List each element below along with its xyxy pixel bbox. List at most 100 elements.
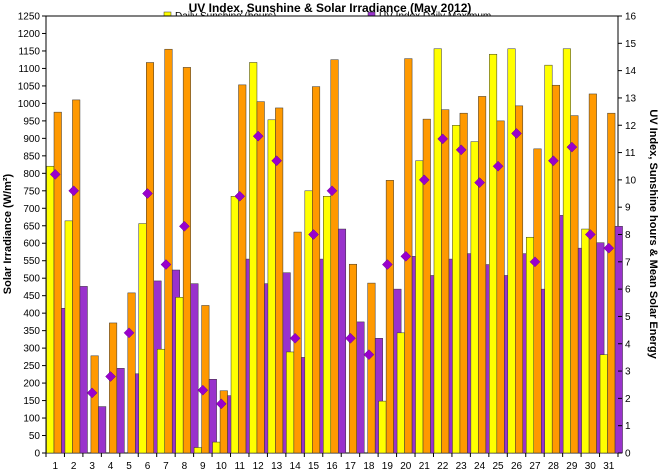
sunshine-bar <box>138 223 147 454</box>
x-axis: 1 2 3 4 5 6 7 8 9 10 11 12 13 14 15 16 17 18 19 20 21 22 23 24 2… <box>45 453 619 472</box>
right-tick-label: 8 <box>625 230 631 241</box>
sunshine-bar <box>599 354 608 454</box>
irradiance-bar <box>127 292 136 454</box>
irradiance-bar <box>533 148 542 454</box>
energy-point <box>382 259 393 270</box>
sunshine-bar <box>304 190 313 454</box>
energy-point <box>271 155 282 167</box>
uv-bar <box>116 368 125 454</box>
irradiance-bar <box>182 67 191 454</box>
irradiance-bar <box>385 180 394 454</box>
energy-point <box>363 349 375 361</box>
energy-point <box>142 188 153 199</box>
left-tick-label: 200 <box>23 379 40 390</box>
energy-point <box>492 160 504 172</box>
irradiance-bar <box>293 231 302 454</box>
left-tick-label: 250 <box>23 361 40 372</box>
right-tick-label: 13 <box>625 93 637 104</box>
irradiance-bar <box>330 59 339 454</box>
energy-point <box>455 144 467 156</box>
sunshine-bar <box>230 196 239 454</box>
right-tick-label: 3 <box>625 367 631 378</box>
sunshine-bar <box>64 220 73 454</box>
irradiance-bar <box>551 84 560 454</box>
sunshine-bar <box>507 48 516 454</box>
right-tick-label: 9 <box>625 203 631 214</box>
uv-bar <box>338 228 347 454</box>
sunshine-bar <box>46 165 55 454</box>
sunshine-bar <box>452 125 461 454</box>
energy-point <box>418 174 430 186</box>
energy-point <box>105 371 116 382</box>
x-tick-label: 19 <box>382 461 394 472</box>
energy-point <box>308 229 319 240</box>
right-tick-label: 11 <box>625 148 636 159</box>
sunshine-bar <box>212 441 221 454</box>
left-axis-label: Solar Irradiance (W/m²) <box>2 173 14 294</box>
x-tick-label: 9 <box>200 461 206 472</box>
right-tick-label: 1 <box>625 421 631 432</box>
energy-point <box>566 141 578 153</box>
sunshine-bar <box>249 62 258 454</box>
left-tick-label: 1150 <box>18 46 40 57</box>
left-tick-label: 600 <box>23 239 40 250</box>
irradiance-bar <box>201 305 210 454</box>
irradiance-bar <box>570 115 579 454</box>
right-tick-label: 4 <box>625 339 631 350</box>
x-tick-label: 13 <box>271 461 283 472</box>
sunshine-bar <box>378 400 387 454</box>
energy-point <box>584 229 596 240</box>
x-tick-label: 10 <box>216 461 228 472</box>
x-tick-label: 25 <box>493 461 505 472</box>
irradiance-bar <box>478 96 487 454</box>
x-tick-label: 16 <box>326 461 338 472</box>
left-tick-label: 100 <box>23 414 40 425</box>
energy-point <box>123 327 135 339</box>
left-tick-label: 900 <box>23 134 40 145</box>
right-tick-label: 15 <box>625 39 637 50</box>
energy-point <box>86 387 98 399</box>
uv-bar <box>79 286 88 454</box>
x-tick-label: 18 <box>363 461 375 472</box>
left-tick-label: 400 <box>23 309 40 320</box>
sunshine-bar <box>581 228 590 454</box>
irradiance-bar <box>312 86 321 454</box>
left-tick-label: 1100 <box>18 64 40 75</box>
x-tick-label: 12 <box>253 461 265 472</box>
energy-point <box>511 128 522 139</box>
right-tick-label: 14 <box>625 66 637 77</box>
energy-point <box>548 155 559 167</box>
sunshine-bar <box>544 64 553 454</box>
sunshine-bar <box>433 48 442 454</box>
irradiance-bar <box>164 48 173 454</box>
plot-area <box>45 15 623 454</box>
x-tick-label: 26 <box>511 461 523 472</box>
right-tick-label: 10 <box>625 175 637 186</box>
x-tick-label: 22 <box>437 461 449 472</box>
energy-point <box>49 169 61 180</box>
irradiance-bar <box>459 112 468 454</box>
irradiance-bar <box>238 84 247 454</box>
sunshine-bar <box>156 348 165 454</box>
energy-point <box>197 384 209 396</box>
sunshine-bar <box>525 236 534 454</box>
left-tick-label: 650 <box>23 221 40 232</box>
sunshine-bar <box>562 48 571 454</box>
x-tick-label: 31 <box>603 461 615 472</box>
x-tick-label: 5 <box>126 461 132 472</box>
irradiance-bar <box>53 111 62 454</box>
x-tick-label: 14 <box>290 461 302 472</box>
energy-point <box>289 332 301 344</box>
irradiance-bar <box>441 109 450 454</box>
left-tick-label: 300 <box>23 344 40 355</box>
x-tick-label: 21 <box>419 461 431 472</box>
irradiance-bar <box>588 93 597 454</box>
right-tick-label: 7 <box>625 257 631 268</box>
sunshine-bar <box>470 141 479 454</box>
energy-point <box>215 398 227 410</box>
irradiance-bar <box>607 112 616 454</box>
left-tick-label: 550 <box>23 256 40 267</box>
irradiance-bar <box>367 282 376 454</box>
x-tick-label: 11 <box>235 461 246 472</box>
